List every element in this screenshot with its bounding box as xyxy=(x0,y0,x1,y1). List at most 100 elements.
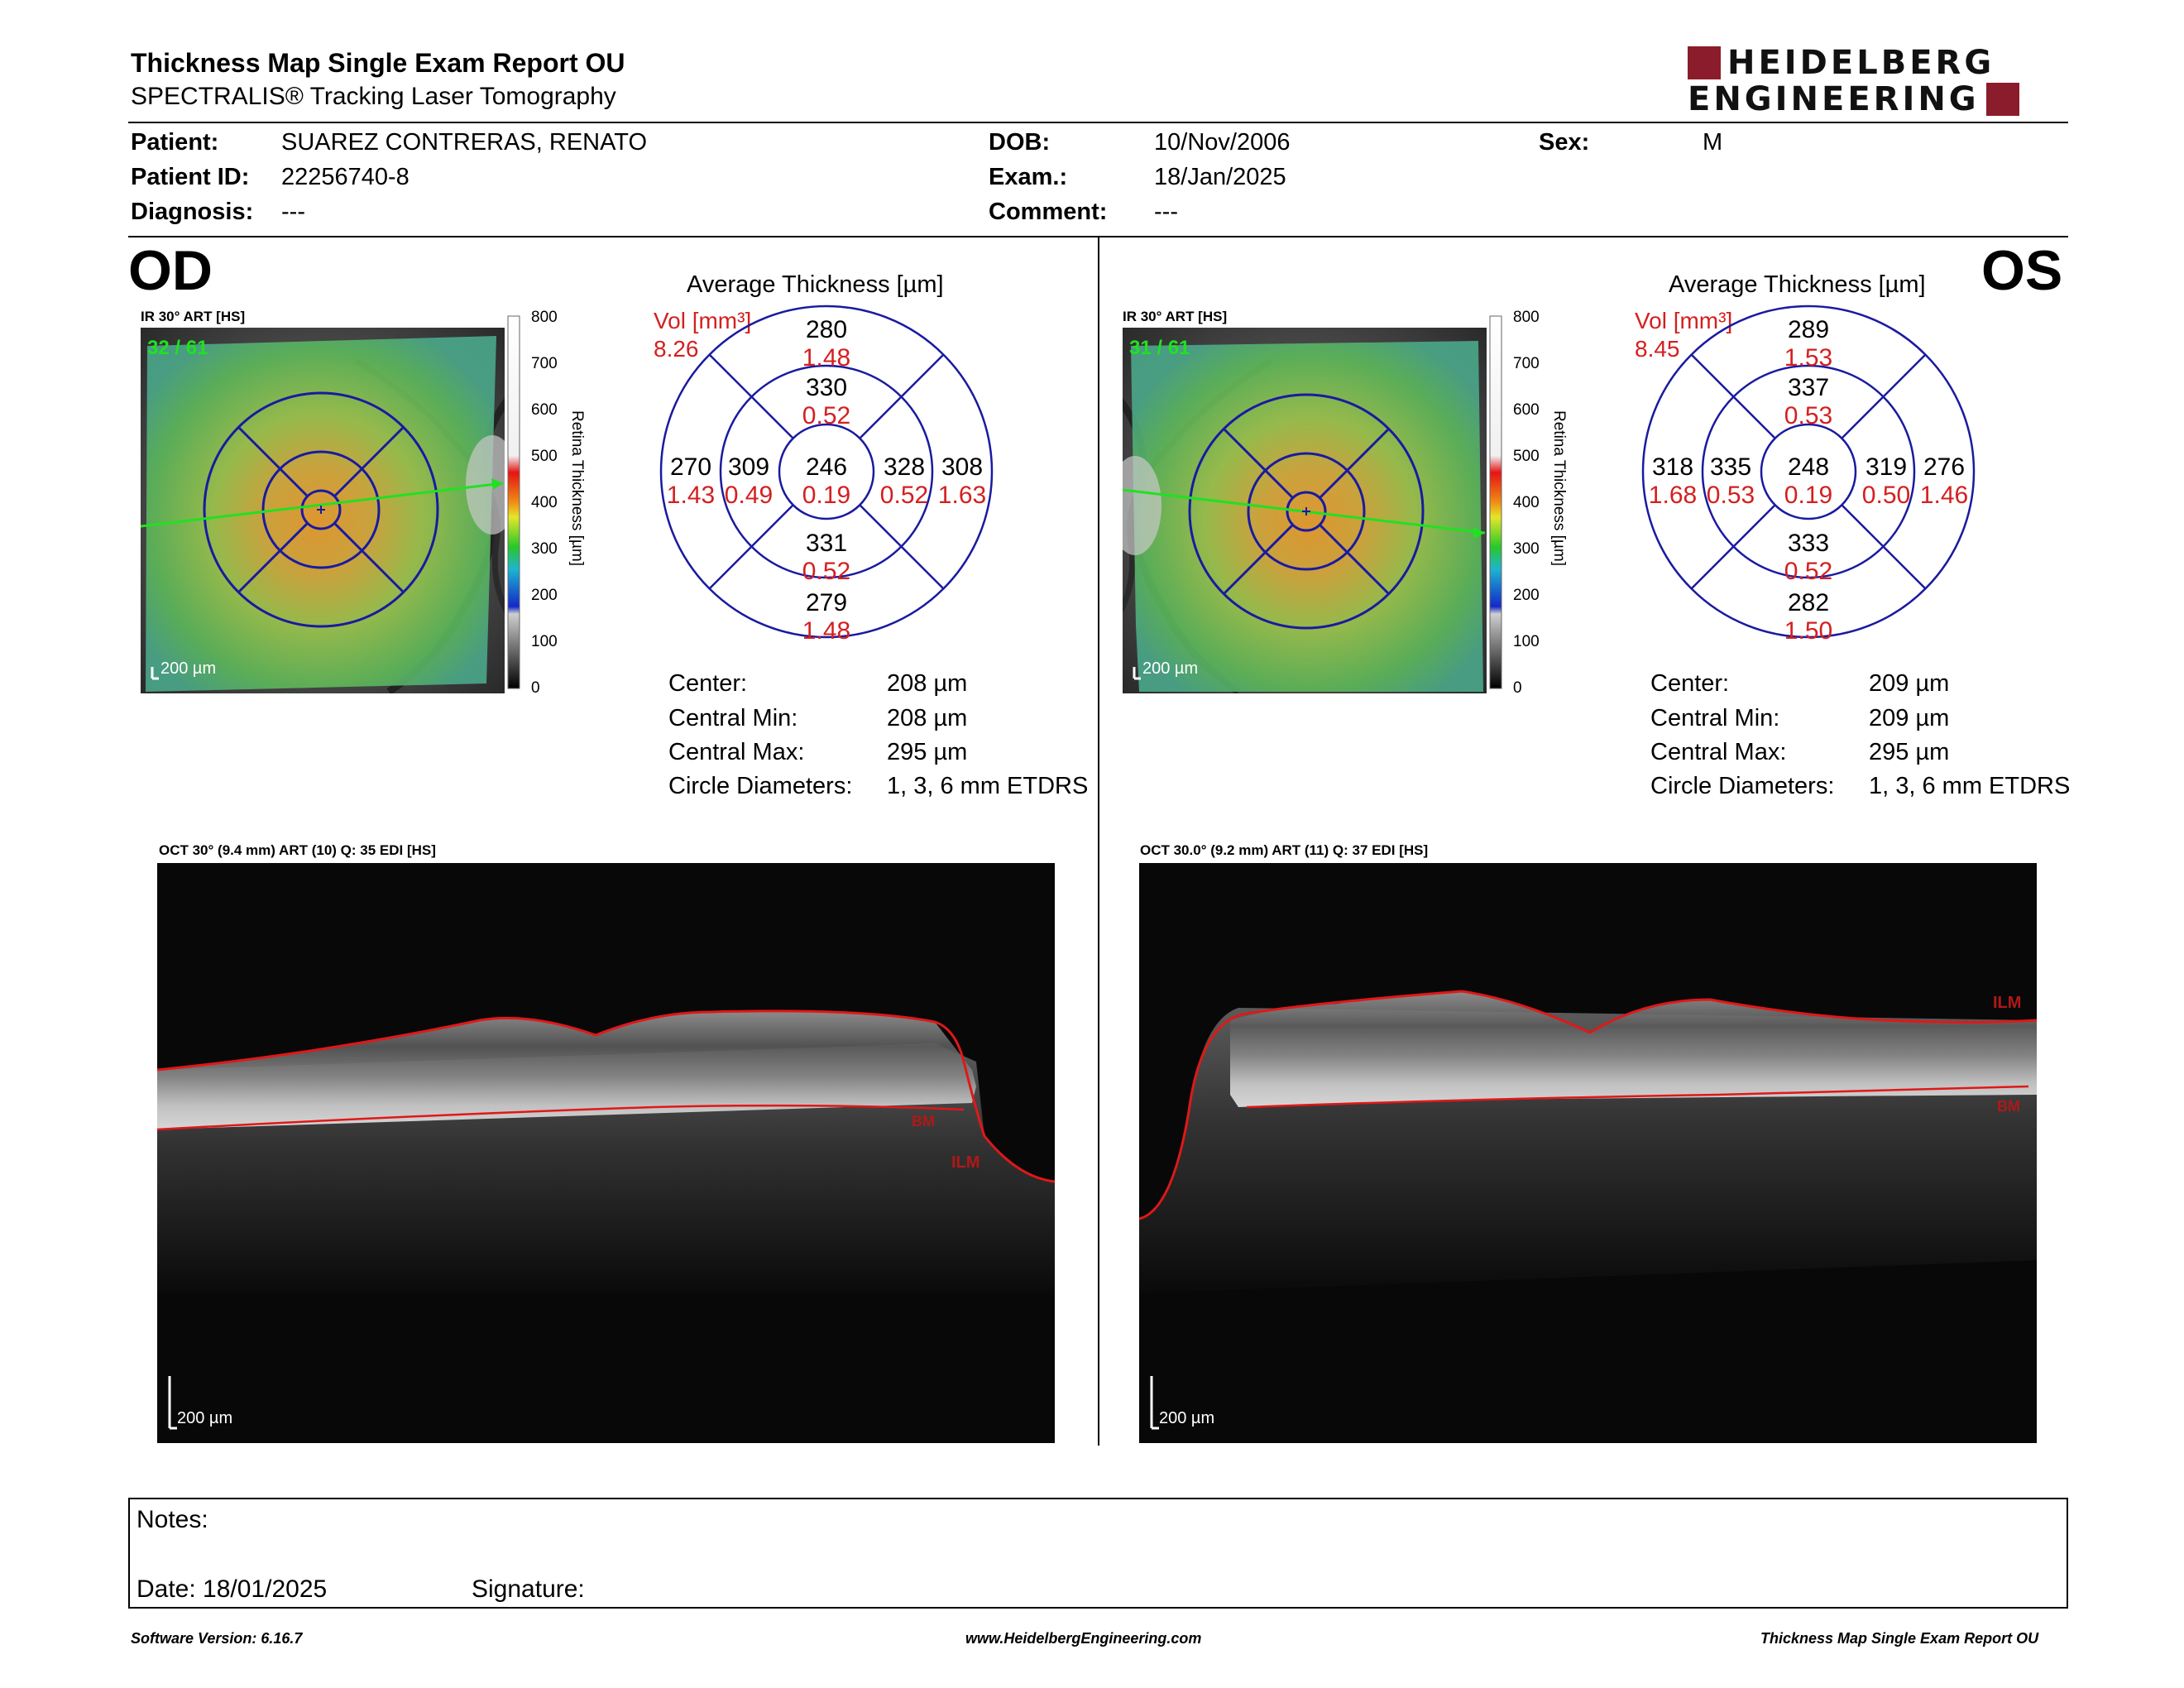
os-outer-left-volume: 1.68 xyxy=(1649,482,1697,509)
od-ilm-line xyxy=(157,1009,1055,1183)
signature-label: Signature: xyxy=(472,1575,585,1603)
cbar-tick: 0 xyxy=(531,679,540,697)
od-outer-right-thickness: 308 xyxy=(941,453,983,481)
os-vol-value: 8.45 xyxy=(1635,336,1680,362)
os-vol-label: Vol [mm³] xyxy=(1635,308,1733,333)
os-outer-right-thickness: 276 xyxy=(1923,453,1965,481)
diagnosis-label: Diagnosis: xyxy=(131,199,254,225)
os-fundus-image: 31 / 61 200 µm xyxy=(1123,328,1487,693)
od-fundus-scale: 200 µm xyxy=(160,659,216,678)
os-frame-counter: 31 / 61 xyxy=(1129,337,1190,359)
diagnosis-value: --- xyxy=(281,199,305,225)
od-vol-label: Vol [mm³] xyxy=(654,308,752,333)
os-center-thickness: 248 xyxy=(1788,453,1829,481)
os-inner-bottom-volume: 0.52 xyxy=(1784,558,1832,585)
od-inner-left-thickness: 309 xyxy=(728,453,769,481)
patient-label: Patient: xyxy=(131,129,219,156)
od-inner-right-thickness: 328 xyxy=(884,453,925,481)
footer-software-version: Software Version: 6.16.7 xyxy=(131,1630,303,1647)
os-stat-value: 209 µm xyxy=(1869,670,1950,697)
cbar-tick: 300 xyxy=(1513,540,1540,558)
cbar-tick: 200 xyxy=(1513,587,1540,604)
cbar-tick: 700 xyxy=(1513,355,1540,372)
od-inner-left-volume: 0.49 xyxy=(725,482,773,509)
od-etdrs-grid: 280 1.48 330 0.52 270 1.43 309 0.49 246 … xyxy=(659,305,994,645)
logo-line-2: ENGINEERING xyxy=(1688,80,1980,118)
dob-value: 10/Nov/2006 xyxy=(1154,129,1291,156)
patient-id-label: Patient ID: xyxy=(131,164,250,190)
od-outer-bottom-volume: 1.48 xyxy=(802,617,850,645)
od-outer-left-thickness: 270 xyxy=(670,453,711,481)
od-avg-title: Average Thickness [µm] xyxy=(687,271,944,298)
header-rule xyxy=(128,122,2068,123)
os-bm-line xyxy=(1246,1085,2029,1109)
cbar-axis-label: Retina Thickness [µm] xyxy=(1550,410,1568,566)
os-eye-label: OS xyxy=(1981,239,2063,302)
os-ilm-line xyxy=(1139,990,2037,1220)
cbar-tick: 400 xyxy=(1513,494,1540,511)
center-divider xyxy=(1098,237,1099,1446)
footer-report-name: Thickness Map Single Exam Report OU xyxy=(1760,1630,2039,1647)
od-frame-counter: 32 / 61 xyxy=(147,337,208,359)
od-outer-top-volume: 1.48 xyxy=(802,344,850,372)
od-inner-right-volume: 0.52 xyxy=(880,482,928,509)
dob-label: DOB: xyxy=(989,129,1051,156)
cbar-axis-label: Retina Thickness [µm] xyxy=(568,410,586,566)
exam-label: Exam.: xyxy=(989,164,1068,190)
os-outer-top-volume: 1.53 xyxy=(1784,344,1832,372)
os-avg-title: Average Thickness [µm] xyxy=(1669,271,1926,298)
od-stat-label: Central Max: xyxy=(668,739,805,765)
report-title: Thickness Map Single Exam Report OU xyxy=(131,48,625,78)
od-inner-top-thickness: 330 xyxy=(806,374,847,401)
cbar-tick: 600 xyxy=(1513,401,1540,419)
logo-square-icon xyxy=(1985,83,2019,116)
od-stat-label: Central Min: xyxy=(668,705,798,731)
od-vol-value: 8.26 xyxy=(654,336,699,362)
os-stat-value: 1, 3, 6 mm ETDRS xyxy=(1869,773,2071,799)
od-bm-line xyxy=(157,1104,965,1131)
od-fundus-label: IR 30° ART [HS] xyxy=(141,309,246,324)
od-center-thickness: 246 xyxy=(806,453,847,481)
notes-box[interactable]: Notes: Date: 18/01/2025 Signature: xyxy=(128,1498,2068,1609)
os-oct-scan: ILM BM 200 µm xyxy=(1139,863,2037,1443)
od-inner-bottom-volume: 0.52 xyxy=(802,558,850,585)
exam-value: 18/Jan/2025 xyxy=(1154,164,1286,190)
cbar-tick: 200 xyxy=(531,587,558,604)
os-outer-right-volume: 1.46 xyxy=(1920,482,1968,509)
od-stat-label: Center: xyxy=(668,670,748,697)
od-outer-right-volume: 1.63 xyxy=(938,482,986,509)
os-outer-top-thickness: 289 xyxy=(1788,316,1829,343)
cbar-tick: 700 xyxy=(531,355,558,372)
logo-square-icon xyxy=(1688,46,1721,79)
patient-id: 22256740-8 xyxy=(281,164,410,190)
od-thickness-colorbar: 800 700 600 500 400 300 200 100 0 Retina… xyxy=(507,309,586,697)
os-inner-left-thickness: 335 xyxy=(1710,453,1751,481)
cbar-tick: 600 xyxy=(531,401,558,419)
footer-website-link[interactable]: www.HeidelbergEngineering.com xyxy=(965,1630,1202,1647)
cbar-tick: 800 xyxy=(531,309,558,326)
os-outer-left-thickness: 318 xyxy=(1652,453,1693,481)
report-subtitle: SPECTRALIS® Tracking Laser Tomography xyxy=(131,83,616,110)
od-inner-bottom-thickness: 331 xyxy=(806,530,847,557)
od-oct-scale: 200 µm xyxy=(177,1409,232,1427)
os-inner-top-volume: 0.53 xyxy=(1784,402,1832,429)
cbar-tick: 400 xyxy=(531,494,558,511)
os-fundus-scale: 200 µm xyxy=(1142,659,1198,678)
comment-label: Comment: xyxy=(989,199,1108,225)
os-oct-label: OCT 30.0° (9.2 mm) ART (11) Q: 37 EDI [H… xyxy=(1140,842,1429,858)
od-outer-bottom-thickness: 279 xyxy=(806,589,847,616)
od-stat-value: 295 µm xyxy=(887,739,968,765)
info-rule xyxy=(128,236,2068,237)
od-outer-left-volume: 1.43 xyxy=(667,482,715,509)
od-bm-label: BM xyxy=(912,1113,935,1129)
os-inner-bottom-thickness: 333 xyxy=(1788,530,1829,557)
os-inner-right-thickness: 319 xyxy=(1866,453,1907,481)
os-inner-top-thickness: 337 xyxy=(1788,374,1829,401)
od-oct-label: OCT 30° (9.4 mm) ART (10) Q: 35 EDI [HS] xyxy=(159,842,436,858)
cbar-tick: 300 xyxy=(531,540,558,558)
date-label: Date: 18/01/2025 xyxy=(136,1575,328,1603)
os-outer-bottom-volume: 1.50 xyxy=(1784,617,1832,645)
sex-label: Sex: xyxy=(1539,129,1590,156)
os-stat-label: Center: xyxy=(1650,670,1730,697)
os-inner-right-volume: 0.50 xyxy=(1862,482,1910,509)
